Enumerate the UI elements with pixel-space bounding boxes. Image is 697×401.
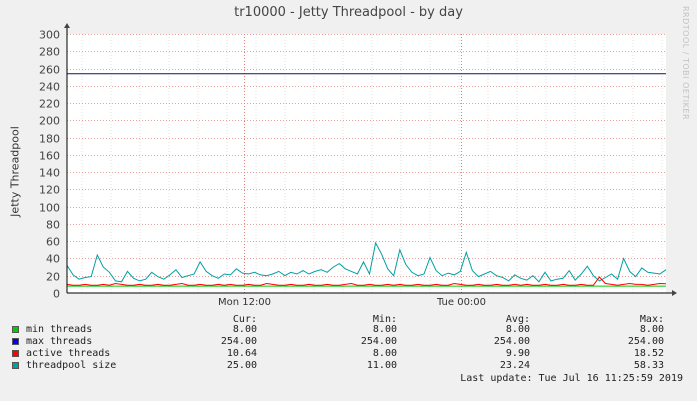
legend-row: max threads 254.00 254.00 254.00 254.00 bbox=[12, 336, 672, 348]
legend-value-max: 254.00 bbox=[627, 336, 664, 347]
y-tick-label: 160 bbox=[39, 150, 60, 163]
series-line-threadpool-size bbox=[66, 241, 667, 283]
x-axis-arrow-icon bbox=[672, 290, 677, 296]
legend-value-min: 8.00 bbox=[372, 348, 397, 359]
y-tick-label: 260 bbox=[39, 64, 60, 77]
legend-value-cur: 254.00 bbox=[220, 336, 257, 347]
series-layer bbox=[66, 73, 667, 287]
legend-value-min: 8.00 bbox=[372, 324, 397, 335]
legend-value-avg: 254.00 bbox=[493, 336, 530, 347]
x-tick-label: Mon 12:00 bbox=[218, 297, 271, 308]
legend-series-name: max threads bbox=[26, 336, 93, 347]
plot-background bbox=[67, 34, 666, 293]
legend-header-max: Max: bbox=[639, 314, 664, 325]
legend-swatch bbox=[12, 350, 19, 357]
legend-value-max: 58.33 bbox=[633, 360, 664, 371]
y-tick-label: 60 bbox=[46, 236, 60, 249]
legend-row: threadpool size 25.00 11.00 23.24 58.33 bbox=[12, 360, 672, 372]
legend-series-name: threadpool size bbox=[26, 360, 117, 371]
legend-series-name: min threads bbox=[26, 324, 93, 335]
legend-value-avg: 23.24 bbox=[499, 360, 530, 371]
x-tick-label: Tue 00:00 bbox=[436, 297, 486, 308]
y-tick-label: 140 bbox=[39, 167, 60, 180]
chart-title: tr10000 - Jetty Threadpool - by day bbox=[234, 5, 463, 20]
y-tick-label: 200 bbox=[39, 115, 60, 128]
y-tick-label: 280 bbox=[39, 46, 60, 59]
legend-swatch bbox=[12, 326, 19, 333]
legend-value-min: 254.00 bbox=[360, 336, 397, 347]
legend-value-max: 8.00 bbox=[639, 324, 664, 335]
y-tick-label: 40 bbox=[46, 253, 60, 266]
legend-row: active threads 10.64 8.00 9.90 18.52 bbox=[12, 348, 672, 360]
legend-header-cur: Cur: bbox=[232, 314, 257, 325]
series-line-active-threads bbox=[66, 276, 667, 286]
y-tick-label: 120 bbox=[39, 184, 60, 197]
y-axis-arrow-icon bbox=[64, 23, 70, 28]
legend-value-cur: 8.00 bbox=[232, 324, 257, 335]
legend-series-name: active threads bbox=[26, 348, 111, 359]
legend-header-avg: Avg: bbox=[505, 314, 530, 325]
y-tick-label: 100 bbox=[39, 202, 60, 215]
y-tick-label: 300 bbox=[39, 29, 60, 42]
y-tick-label: 20 bbox=[46, 271, 60, 284]
plot-area: 0 20 40 60 80 100 120 140 160 180 200 220 240 260 280 3… bbox=[39, 23, 677, 308]
legend-value-avg: 9.90 bbox=[505, 348, 530, 359]
legend-value-min: 11.00 bbox=[366, 360, 397, 371]
legend-header-min: Min: bbox=[372, 314, 397, 325]
grid bbox=[67, 34, 666, 293]
y-tick-label: 80 bbox=[46, 219, 60, 232]
watermark: RRDTOOL / TOBI OETIKER bbox=[681, 6, 690, 121]
legend-value-max: 18.52 bbox=[633, 348, 664, 359]
legend-value-cur: 25.00 bbox=[226, 360, 257, 371]
last-update: Last update: Tue Jul 16 11:25:59 2019 bbox=[460, 373, 683, 384]
legend-value-cur: 10.64 bbox=[226, 348, 257, 359]
y-tick-label: 220 bbox=[39, 98, 60, 111]
legend-value-avg: 8.00 bbox=[505, 324, 530, 335]
y-tick-label: 240 bbox=[39, 81, 60, 94]
legend-swatch bbox=[12, 338, 19, 345]
y-tick-label: 0 bbox=[53, 288, 60, 301]
legend-swatch bbox=[12, 362, 19, 369]
legend-row: min threads 8.00 8.00 8.00 8.00 bbox=[12, 324, 672, 336]
y-axis-ticks: 0 20 40 60 80 100 120 140 160 180 200 220 240 260 280 3… bbox=[39, 29, 60, 301]
x-axis-ticks: Mon 12:00 Tue 00:00 bbox=[218, 297, 486, 308]
y-tick-label: 180 bbox=[39, 133, 60, 146]
